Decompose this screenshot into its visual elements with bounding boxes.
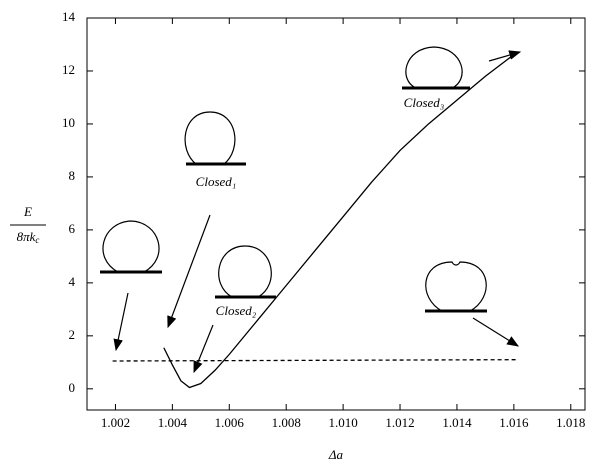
vesicle-sketches <box>100 46 522 374</box>
denominator-base: 8πk <box>17 229 36 244</box>
y-tick-label: 0 <box>69 380 76 395</box>
annotation: Closed₂ <box>216 303 257 318</box>
y-tick-label: 10 <box>62 115 75 130</box>
annotation: Closed₁ <box>196 174 237 189</box>
x-tick-label: 1.006 <box>215 415 245 430</box>
y-axis-label-denominator: 8πkc <box>17 229 40 245</box>
x-tick-label: 1.018 <box>556 415 585 430</box>
series-line <box>163 51 518 389</box>
x-tick-label: 1.014 <box>442 415 472 430</box>
denominator-sub: c <box>35 235 39 245</box>
plot-frame <box>86 17 586 411</box>
series-line <box>112 359 517 362</box>
x-tick-label: 1.010 <box>328 415 357 430</box>
x-tick-label: 1.012 <box>385 415 414 430</box>
y-axis-label-numerator: E <box>23 204 32 219</box>
y-tick-label: 8 <box>69 168 76 183</box>
x-tick-label: 1.004 <box>158 415 188 430</box>
y-tick-label: 2 <box>69 327 76 342</box>
y-tick-label: 12 <box>62 62 75 77</box>
x-axis-label: Δa <box>328 447 344 462</box>
y-tick-label: 14 <box>62 9 76 24</box>
x-tick-label: 1.008 <box>272 415 301 430</box>
y-tick-label: 4 <box>69 274 76 289</box>
y-tick-label: 6 <box>69 221 76 236</box>
x-tick-label: 1.016 <box>499 415 529 430</box>
x-tick-label: 1.002 <box>101 415 130 430</box>
annotation: Closed₃ <box>404 95 445 110</box>
